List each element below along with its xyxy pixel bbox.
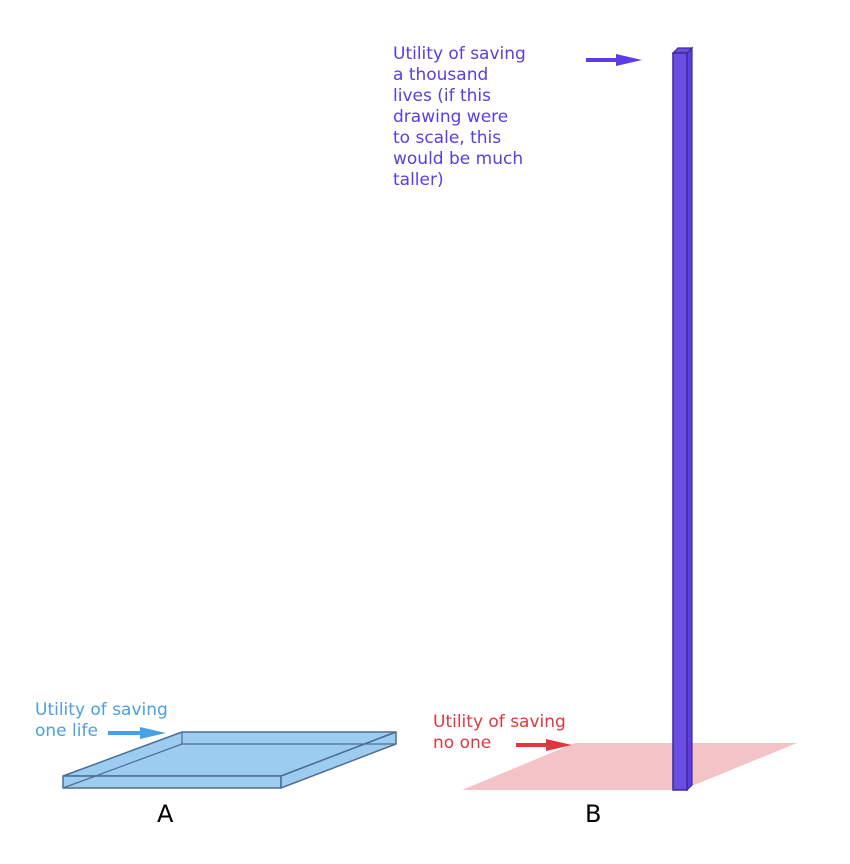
thousand-lives-label-line: drawing were [393, 107, 509, 127]
thousand-lives-label-line: to scale, this [393, 128, 502, 148]
one-life-label-line: Utility of saving [35, 700, 168, 720]
no-one-plane [462, 743, 797, 790]
panel-label-b: B [585, 800, 602, 828]
thousand-lives-label-line: a thousand [393, 65, 489, 85]
arrow-right-icon [586, 54, 642, 66]
thousand-lives-label-line: lives (if this [393, 86, 491, 106]
no-one-label-line: no one [433, 733, 492, 753]
thousand-lives-label-line: taller) [393, 170, 444, 190]
thousand-lives-pillar [671, 46, 694, 792]
no-one-label-line: Utility of saving [433, 712, 566, 732]
thousand-lives-label: Utility of saving a thousand lives (if t… [393, 44, 526, 191]
thousand-lives-label-line: Utility of saving [393, 44, 526, 64]
one-life-label: Utility of saving one life [35, 700, 168, 742]
no-one-label: Utility of saving no one [433, 712, 566, 754]
one-life-label-line: one life [35, 721, 98, 741]
arrow-right-icon [108, 727, 166, 739]
panel-label-a: A [157, 800, 174, 828]
one-life-slab [62, 731, 397, 789]
thousand-lives-label-line: would be much [393, 149, 524, 169]
arrow-right-icon [516, 739, 572, 751]
